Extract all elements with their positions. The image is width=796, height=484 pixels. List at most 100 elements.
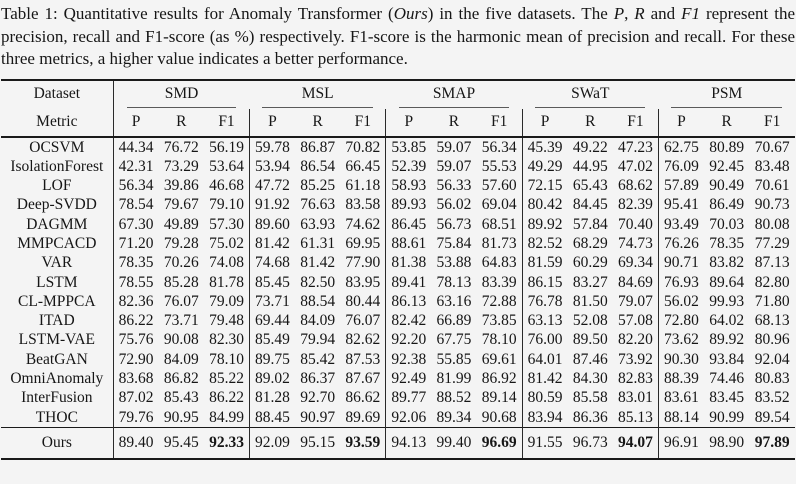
metric-value: 87.53 (345, 350, 381, 368)
metric-value: 81.38 (385, 253, 432, 273)
metric-value: 61.31 (300, 234, 336, 252)
metric-value: 85.22 (209, 370, 244, 388)
metric-value: 98.90 (703, 426, 750, 459)
method-name: Deep-SVDD (1, 195, 114, 215)
metric-value: 70.40 (618, 215, 653, 233)
metric-value: 94.13 (385, 426, 432, 459)
metric-value: 79.07 (618, 292, 653, 310)
metric-value: 92.70 (300, 389, 336, 407)
metric-value: 55.85 (436, 350, 472, 368)
metric-header: R (158, 108, 205, 138)
metric-value: 82.42 (385, 311, 432, 331)
table-row: OmniAnomaly 83.68 86.82 85.22 89.02 86.37 87.6… (1, 369, 795, 389)
metric-value: 87.67 (345, 370, 381, 388)
metric-value: 86.13 (385, 291, 432, 312)
metric-value: 91.92 (248, 195, 295, 215)
metric-value: 75.84 (436, 234, 472, 252)
metric-header: R (703, 108, 750, 138)
metric-value: 64.01 (521, 349, 568, 370)
metric-value: 56.19 (209, 138, 244, 156)
metric-value: 90.71 (657, 253, 704, 273)
metric-value: 89.14 (481, 389, 517, 407)
metric-value: 82.80 (754, 273, 790, 291)
metric-value: 89.92 (709, 331, 745, 349)
metric-value: 89.40 (112, 426, 159, 459)
metric-value: 69.61 (481, 350, 517, 368)
metric-value: 79.94 (300, 331, 336, 349)
caption-segment: represent the precision, recall and F1-s… (1, 4, 795, 68)
metric-value: 65.43 (572, 177, 608, 195)
metric-value: 88.54 (300, 292, 336, 310)
caption-italic-segment: F1 (681, 4, 701, 23)
table-caption: Table 1: Quantitative results for Anomal… (1, 3, 795, 71)
metric-header: F1 (613, 108, 659, 138)
metric-value: 74.08 (209, 254, 244, 272)
metric-value: 93.59 (340, 426, 386, 459)
metric-value: 86.22 (209, 389, 244, 407)
metric-value: 72.80 (657, 311, 704, 331)
metric-value: 76.63 (300, 196, 336, 214)
metric-value: 93.84 (709, 350, 745, 368)
table-row: CL-MPPCA 82.36 76.07 79.09 73.71 88.54 80.44 86… (1, 291, 795, 312)
metric-value: 79.67 (163, 196, 199, 214)
metric-value: 70.61 (754, 177, 790, 195)
table-row: BeatGAN 72.90 84.09 78.10 89.75 85.42 87.53 92.… (1, 349, 795, 370)
metric-value: 89.64 (709, 273, 745, 291)
method-name: CL-MPPCA (1, 291, 114, 312)
metric-value: 82.52 (521, 233, 568, 254)
metric-value: 76.07 (345, 312, 381, 330)
metric-value: 59.07 (436, 157, 472, 175)
metric-value: 85.43 (163, 389, 199, 407)
metric-value: 73.71 (248, 291, 295, 312)
metric-value: 92.49 (385, 369, 432, 389)
metric-value: 64.02 (709, 312, 745, 330)
metric-value: 56.34 (481, 138, 517, 156)
metric-value: 76.07 (163, 292, 199, 310)
metric-value: 88.39 (657, 369, 704, 389)
metric-value: 81.42 (300, 254, 336, 272)
caption-segment: Table 1: Quantitative results for Anomal… (1, 4, 394, 23)
metric-value: 78.35 (709, 234, 745, 252)
metric-value: 70.03 (709, 215, 745, 233)
metric-value: 81.28 (248, 388, 295, 408)
metric-value: 81.99 (436, 370, 472, 388)
metric-value: 73.71 (163, 312, 199, 330)
metric-value: 88.45 (248, 407, 295, 428)
metric-value: 76.00 (521, 330, 568, 350)
metric-value: 83.01 (618, 389, 653, 407)
metric-value: 88.61 (385, 233, 432, 254)
metric-value: 84.69 (618, 273, 653, 291)
dataset-group-header: SMD (113, 80, 249, 109)
metric-value: 91.55 (521, 426, 568, 459)
metric-value: 94.07 (613, 426, 659, 459)
metric-header: P (521, 108, 568, 138)
metric-value: 90.08 (163, 331, 199, 349)
metric-value: 82.39 (618, 196, 653, 214)
results-table: Dataset SMD MSL SMAP SWaT PSM Metric P R F1 P R F1 P R… (1, 78, 795, 460)
metric-value: 57.60 (481, 177, 517, 195)
metric-value: 44.95 (572, 157, 608, 175)
metric-value: 74.46 (709, 370, 745, 388)
metric-value: 66.45 (345, 157, 381, 175)
metric-value: 83.52 (754, 389, 790, 407)
metric-header: R (567, 108, 614, 138)
metric-value: 52.39 (385, 156, 432, 177)
metric-value: 86.22 (112, 311, 159, 331)
metric-value: 56.33 (436, 177, 472, 195)
dataset-group-header: SWaT (522, 80, 658, 109)
method-name: InterFusion (1, 388, 114, 408)
metric-header: R (431, 108, 477, 138)
metric-value: 83.82 (709, 254, 745, 272)
metric-value: 92.09 (248, 426, 295, 459)
metric-value: 80.44 (345, 292, 381, 310)
metric-value: 72.88 (481, 292, 517, 310)
metric-value: 39.86 (163, 177, 199, 195)
caption-italic-segment: P (613, 4, 625, 23)
metric-value: 90.49 (709, 177, 745, 195)
metric-value: 89.34 (436, 408, 472, 426)
metric-value: 80.59 (521, 388, 568, 408)
metric-value: 97.89 (749, 426, 795, 459)
method-name: LOF (1, 176, 114, 196)
metric-value: 69.95 (345, 234, 381, 252)
metric-value: 70.67 (754, 138, 790, 156)
